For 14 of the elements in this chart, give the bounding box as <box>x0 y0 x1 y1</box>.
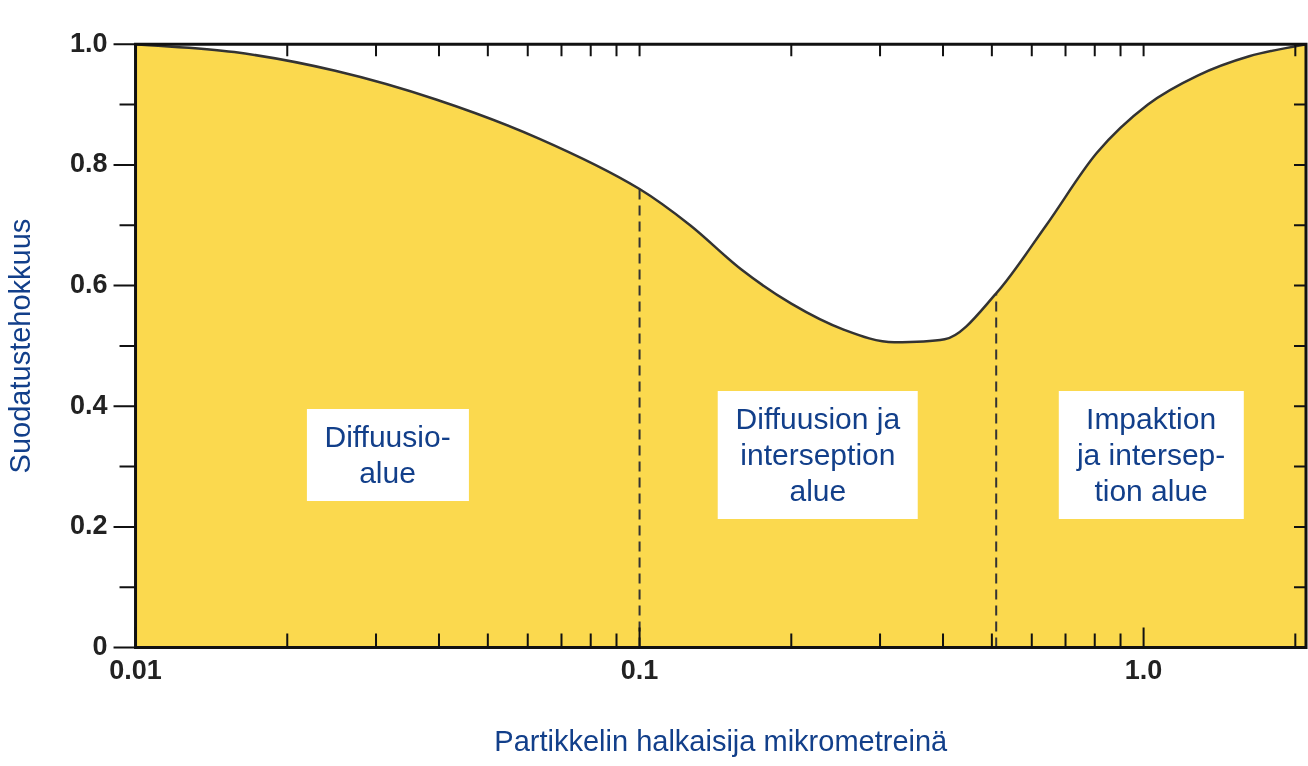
x-tick-label: 1.0 <box>1124 655 1163 686</box>
annotation: Impaktion ja intersep- tion alue <box>1058 390 1244 519</box>
y-tick-label: 0.6 <box>69 269 108 300</box>
y-tick-label: 0.4 <box>69 389 108 420</box>
annotation: Diffuusion ja interseption alue <box>717 390 919 519</box>
x-axis-title: Partikkelin halkaisija mikrometreinä <box>494 725 948 758</box>
annotation: Diffuusio- alue <box>306 408 469 501</box>
x-tick-label: 0.1 <box>620 655 659 686</box>
y-tick-label: 0 <box>92 631 108 662</box>
y-tick-label: 1.0 <box>69 27 108 58</box>
y-tick-label: 0.2 <box>69 510 108 541</box>
y-tick-label: 0.8 <box>69 148 108 179</box>
y-axis-title: Suodatustehokkuus <box>3 218 37 474</box>
x-tick-label: 0.01 <box>109 655 162 686</box>
